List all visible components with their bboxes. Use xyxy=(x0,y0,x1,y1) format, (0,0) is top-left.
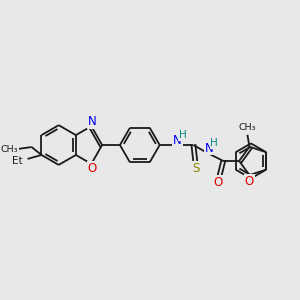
Text: Et: Et xyxy=(12,156,23,166)
Text: O: O xyxy=(88,162,97,176)
Text: O: O xyxy=(214,176,223,189)
Text: CH₃: CH₃ xyxy=(1,145,19,154)
Text: N: N xyxy=(205,142,214,154)
Text: N: N xyxy=(88,115,97,128)
Text: S: S xyxy=(192,162,199,176)
Text: N: N xyxy=(173,134,182,147)
Text: O: O xyxy=(245,175,254,188)
Text: H: H xyxy=(179,130,186,140)
Text: CH₃: CH₃ xyxy=(239,123,256,132)
Text: H: H xyxy=(210,138,218,148)
